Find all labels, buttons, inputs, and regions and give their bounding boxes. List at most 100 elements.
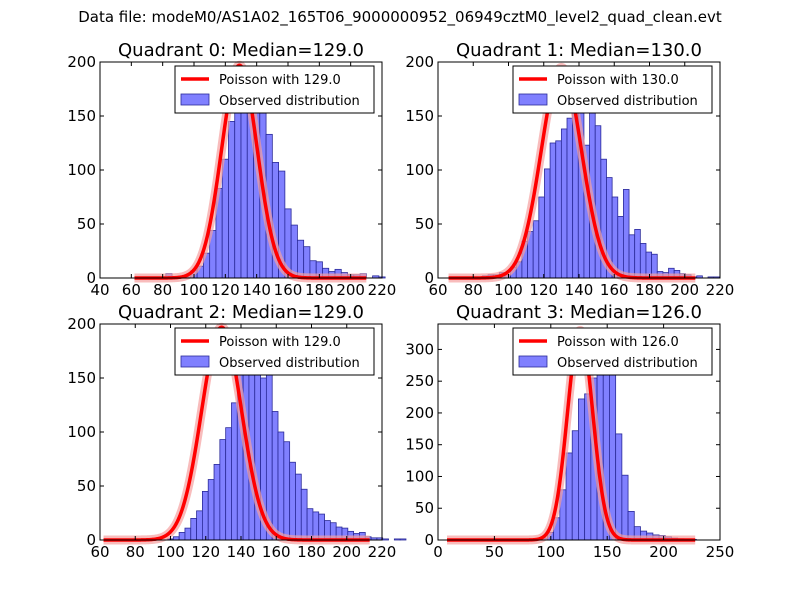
x-tick-label: 150 <box>593 543 622 561</box>
legend-label-observed: Observed distribution <box>219 94 360 109</box>
y-tick-label: 150 <box>405 436 434 454</box>
x-tick-label: 220 <box>368 281 397 299</box>
x-tick-label: 180 <box>297 543 326 561</box>
legend-label-poisson: Poisson with 129.0 <box>219 73 341 88</box>
legend-label-poisson: Poisson with 126.0 <box>557 335 679 350</box>
x-tick-label: 80 <box>126 543 145 561</box>
x-tick-label: 60 <box>90 543 109 561</box>
x-tick-label: 140 <box>565 281 594 299</box>
histogram-bar <box>399 538 407 541</box>
x-tick-label: 100 <box>180 281 209 299</box>
histogram-bar <box>202 490 209 541</box>
quadrant-title: Quadrant 1: Median=130.0 <box>456 40 702 61</box>
x-tick-label: 200 <box>332 543 361 561</box>
histogram-bar <box>295 473 302 541</box>
legend-bar-swatch <box>518 355 548 368</box>
x-tick-label: 80 <box>153 281 172 299</box>
histogram-bar <box>184 527 192 541</box>
x-tick-label: 220 <box>368 543 397 561</box>
axes-frame <box>437 323 721 541</box>
histogram-bar <box>623 189 630 279</box>
x-tick-label: 200 <box>336 281 365 299</box>
legend-label-poisson: Poisson with 130.0 <box>557 73 679 88</box>
legend: Poisson with 126.0 Observed distribution <box>512 327 713 376</box>
y-tick-label: 150 <box>405 107 434 125</box>
x-tick-label: 120 <box>191 543 220 561</box>
legend-bar-swatch <box>518 93 548 106</box>
histogram-bar <box>555 140 562 279</box>
x-tick-label: 100 <box>536 543 565 561</box>
y-tick-label: 100 <box>67 161 96 179</box>
histogram-bar <box>228 121 236 279</box>
legend-label-observed: Observed distribution <box>219 356 360 371</box>
x-tick-label: 60 <box>122 281 141 299</box>
histogram-bar <box>196 510 203 541</box>
y-tick-label: 0 <box>86 269 96 287</box>
quadrant-title: Quadrant 2: Median=129.0 <box>118 302 364 323</box>
histogram-bar <box>532 220 540 279</box>
x-tick-label: 160 <box>600 281 629 299</box>
legend-bar-swatch <box>180 355 210 368</box>
histogram-bar <box>271 411 279 541</box>
histogram-bar <box>231 402 238 541</box>
histogram-bar <box>382 538 389 541</box>
x-tick-label: 50 <box>485 543 504 561</box>
y-tick-label: 50 <box>415 499 434 517</box>
histogram-bar <box>300 488 308 541</box>
figure-suptitle: Data file: modeM0/AS1A02_165T06_90000009… <box>78 8 722 26</box>
y-tick-label: 100 <box>405 467 434 485</box>
x-tick-label: 220 <box>706 281 735 299</box>
x-tick-label: 60 <box>428 281 447 299</box>
histogram-bar <box>538 196 545 279</box>
x-tick-label: 100 <box>156 543 185 561</box>
x-tick-label: 160 <box>262 543 291 561</box>
x-tick-label: 180 <box>305 281 334 299</box>
legend-label-observed: Observed distribution <box>557 356 698 371</box>
legend: Poisson with 129.0 Observed distribution <box>174 65 375 114</box>
histogram-bar <box>639 243 647 279</box>
histogram-bar <box>277 431 285 541</box>
y-tick-label: 50 <box>77 477 96 495</box>
histogram-bar <box>615 433 623 541</box>
histogram-bar <box>617 216 624 279</box>
histogram-bar <box>290 224 298 279</box>
x-tick-label: 180 <box>635 281 664 299</box>
histogram-bar <box>190 518 197 541</box>
histogram-bar <box>621 474 629 541</box>
y-tick-label: 50 <box>77 215 96 233</box>
histogram-bar <box>178 532 186 541</box>
x-tick-label: 80 <box>464 281 483 299</box>
y-tick-label: 100 <box>67 423 96 441</box>
legend: Poisson with 129.0 Observed distribution <box>174 327 375 376</box>
x-tick-label: 140 <box>227 543 256 561</box>
y-tick-label: 200 <box>67 315 96 333</box>
x-tick-label: 120 <box>529 281 558 299</box>
legend-label-observed: Observed distribution <box>557 94 698 109</box>
quadrant-title: Quadrant 0: Median=129.0 <box>118 40 364 61</box>
x-tick-label: 200 <box>649 543 678 561</box>
histogram-bar <box>571 430 579 541</box>
x-tick-label: 160 <box>274 281 303 299</box>
x-tick-label: 120 <box>211 281 240 299</box>
histogram-bar <box>289 461 296 541</box>
y-tick-label: 150 <box>67 107 96 125</box>
y-tick-label: 50 <box>415 215 434 233</box>
histogram-bar <box>578 398 586 541</box>
y-tick-label: 250 <box>405 372 434 390</box>
legend-bar-swatch <box>180 93 210 106</box>
x-tick-label: 250 <box>706 543 735 561</box>
quadrant-3-axes: 0 50 100 150 200 250 0 50 100 150 200 250 300 Quadran… <box>405 302 734 561</box>
legend-label-poisson: Poisson with 129.0 <box>219 335 341 350</box>
histogram-bar <box>213 463 221 541</box>
x-tick-label: 140 <box>242 281 271 299</box>
y-tick-label: 0 <box>86 531 96 549</box>
y-tick-label: 0 <box>424 531 434 549</box>
histogram-bar <box>560 128 568 279</box>
histogram-bar <box>296 239 305 279</box>
quadrant-title: Quadrant 3: Median=126.0 <box>456 302 702 323</box>
histogram-bar <box>234 108 242 279</box>
y-tick-label: 100 <box>405 161 434 179</box>
histogram-bar <box>207 479 215 541</box>
histogram-bar <box>634 228 641 279</box>
